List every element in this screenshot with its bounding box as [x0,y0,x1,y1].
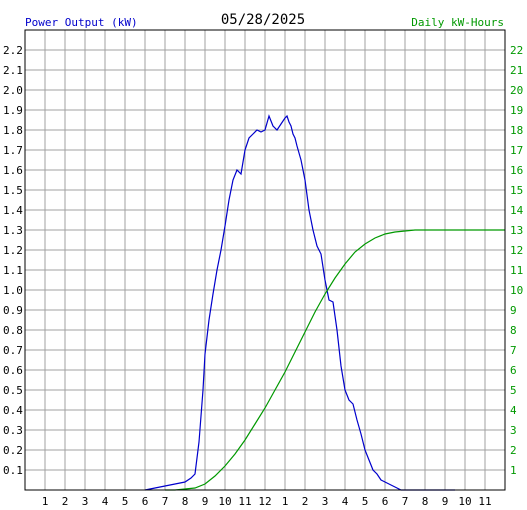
left-tick-label: 0.1 [3,464,23,477]
right-tick-label: 11 [510,264,523,277]
right-tick-label: 1 [510,464,517,477]
right-tick-label: 20 [510,84,523,97]
left-tick-label: 0.7 [3,344,23,357]
power-output-line [144,114,455,491]
plot-frame [24,29,506,491]
series-layer [144,114,505,491]
right-tick-label: 19 [510,104,523,117]
right-tick-label: 3 [510,424,517,437]
x-tick-label: 10 [218,495,231,508]
x-tick-label: 11 [238,495,251,508]
right-tick-label: 18 [510,124,523,137]
right-tick-label: 4 [510,404,517,417]
right-tick-label: 14 [510,204,524,217]
x-tick-label: 3 [322,495,329,508]
right-tick-label: 8 [510,324,517,337]
left-tick-label: 1.0 [3,284,23,297]
x-tick-label: 5 [362,495,369,508]
x-axis-ticks: 1 2 3 4 5 6 7 8 9 10 11 12 1 2 3 4 5 6 7 8 9 10 11 [42,495,492,508]
left-tick-label: 0.8 [3,324,23,337]
right-tick-label: 16 [510,164,523,177]
x-tick-label: 7 [162,495,169,508]
left-tick-label: 0.4 [3,404,23,417]
right-tick-label: 7 [510,344,517,357]
x-tick-label: 5 [122,495,129,508]
left-tick-label: 2.1 [3,64,23,77]
left-tick-label: 2.0 [3,84,23,97]
left-axis-label: Power Output (kW) [25,16,138,29]
grid [25,30,505,490]
right-tick-label: 22 [510,44,523,57]
left-tick-label: 0.9 [3,304,23,317]
x-tick-label: 4 [102,495,109,508]
left-tick-label: 0.2 [3,444,23,457]
x-tick-label: 9 [442,495,449,508]
right-tick-label: 15 [510,184,523,197]
right-tick-label: 9 [510,304,517,317]
x-tick-label: 1 [282,495,289,508]
left-tick-label: 1.4 [3,204,23,217]
daily-energy-line [165,229,505,491]
left-tick-label: 1.1 [3,264,23,277]
chart-title: 05/28/2025 [221,12,305,28]
left-tick-label: 0.5 [3,384,23,397]
x-tick-label: 8 [422,495,429,508]
left-tick-label: 1.3 [3,224,23,237]
x-tick-label: 6 [382,495,389,508]
x-tick-label: 7 [402,495,409,508]
x-tick-label: 2 [302,495,309,508]
x-tick-label: 9 [202,495,209,508]
right-tick-label: 10 [510,284,523,297]
x-tick-label: 10 [458,495,471,508]
x-tick-label: 8 [182,495,189,508]
left-tick-label: 1.9 [3,104,23,117]
x-tick-label: 11 [478,495,491,508]
left-tick-label: 1.5 [3,184,23,197]
right-tick-label: 17 [510,144,523,157]
x-tick-label: 4 [342,495,349,508]
left-tick-label: 0.3 [3,424,23,437]
left-tick-label: 1.7 [3,144,23,157]
right-tick-label: 6 [510,364,517,377]
left-tick-label: 1.6 [3,164,23,177]
right-tick-label: 2 [510,444,517,457]
x-tick-label: 2 [62,495,69,508]
right-tick-label: 13 [510,224,523,237]
left-axis-ticks: 0.1 0.2 0.3 0.4 0.5 0.6 0.7 0.8 0.9 1.0 1.1 1.2 1.3 1… [3,44,23,477]
right-tick-label: 12 [510,244,523,257]
x-tick-label: 3 [82,495,89,508]
right-tick-label: 21 [510,64,523,77]
right-tick-label: 5 [510,384,517,397]
left-tick-label: 1.8 [3,124,23,137]
left-tick-label: 1.2 [3,244,23,257]
x-tick-label: 1 [42,495,49,508]
left-tick-label: 0.6 [3,364,23,377]
x-tick-label: 6 [142,495,149,508]
right-axis-label: Daily kW-Hours [411,16,504,29]
left-tick-label: 2.2 [3,44,23,57]
x-tick-label: 12 [258,495,271,508]
